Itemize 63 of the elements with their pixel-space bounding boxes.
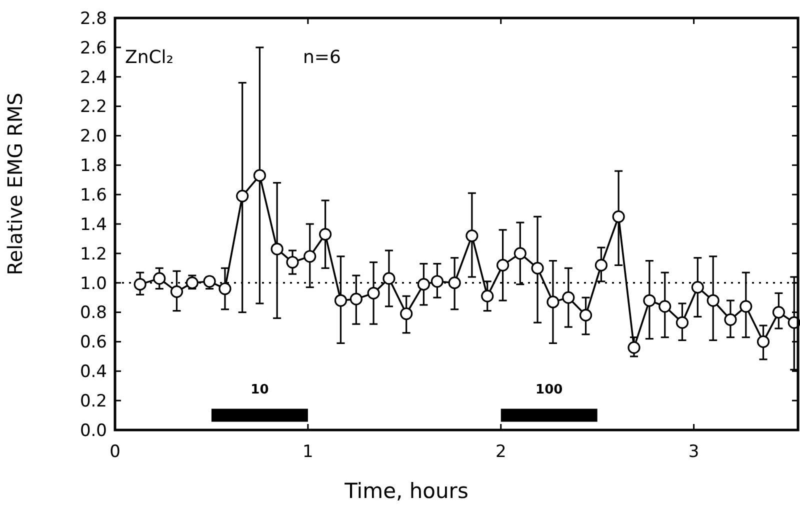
x-tick-label: 0 (110, 442, 120, 462)
y-tick-label: 1.8 (80, 156, 107, 176)
point (562, 291, 575, 304)
point (270, 242, 284, 256)
point (676, 316, 689, 329)
point (334, 294, 348, 307)
y-tick-label: 2.6 (80, 38, 107, 58)
point (430, 275, 444, 288)
y-tick-label: 1.4 (80, 214, 107, 235)
point (218, 282, 232, 296)
x-tick-label: 1 (302, 442, 314, 462)
point (466, 229, 478, 242)
x-tick-label: 3 (688, 442, 700, 462)
point (153, 272, 166, 285)
point (367, 286, 380, 300)
point (496, 258, 510, 272)
y-tick-label: 1.2 (80, 244, 107, 264)
point (756, 335, 770, 348)
point (417, 278, 430, 291)
y-tick-label: 0.0 (80, 420, 107, 441)
point (706, 294, 720, 307)
point (612, 210, 625, 223)
point (286, 256, 299, 269)
y-tick-label: 2.4 (80, 68, 107, 88)
series-label: 100 (536, 382, 563, 398)
y-tick-label: 0.4 (80, 362, 107, 382)
x-tick-label: 2 (495, 442, 506, 462)
point (304, 250, 316, 263)
y-tick-label: 2.0 (80, 126, 107, 147)
point (382, 272, 396, 285)
point (546, 296, 560, 308)
y-tick-label: 0.8 (80, 303, 107, 324)
point (724, 313, 737, 326)
y-tick-label: 1.0 (80, 274, 107, 294)
point (579, 308, 592, 322)
point (448, 276, 461, 290)
point (170, 285, 184, 298)
point (481, 290, 494, 302)
point (514, 247, 526, 260)
point (531, 262, 544, 274)
point (319, 228, 332, 241)
y-axis-title: Relative EMG RMS (3, 92, 27, 276)
y-tick-label: 2.2 (80, 97, 107, 118)
point (594, 258, 608, 272)
y-tick-label: 0.6 (80, 332, 107, 353)
point (134, 278, 146, 291)
point (658, 300, 672, 313)
point (740, 300, 752, 313)
point (400, 307, 413, 320)
y-tick-label: 0.2 (80, 392, 107, 412)
series-label: 10 (250, 382, 269, 398)
y-tick-label: 1.6 (80, 186, 107, 206)
point (350, 292, 362, 306)
point (691, 280, 704, 294)
point (253, 169, 266, 182)
point (236, 190, 249, 202)
point (628, 341, 640, 354)
annotation: ZnCl₂ (125, 47, 174, 68)
annotation: n=6 (303, 47, 341, 68)
point (643, 294, 656, 307)
point (772, 306, 786, 319)
y-tick-label: 2.8 (80, 8, 107, 29)
x-axis-title: Time, hours (344, 479, 468, 503)
